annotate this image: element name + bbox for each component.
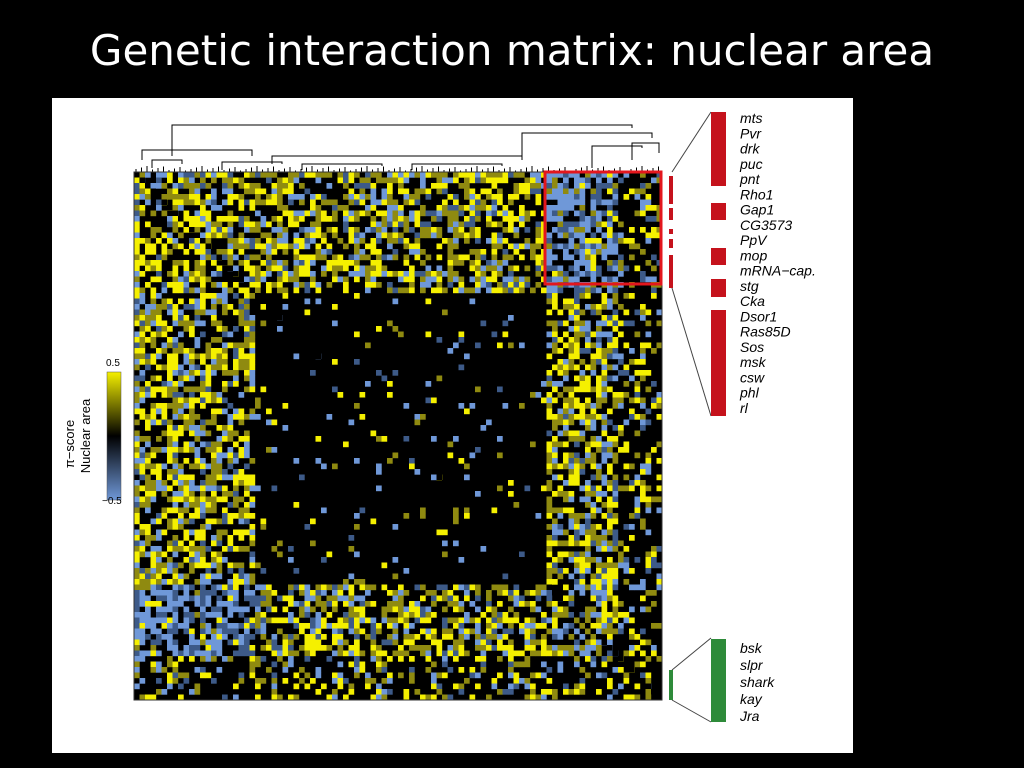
gene-label: Jra [739, 708, 760, 724]
gene-label: phl [739, 385, 760, 401]
gene-label: slpr [740, 657, 764, 673]
colorbar [106, 371, 122, 501]
gene-label: Rho1 [740, 186, 773, 202]
red-cluster-gene-labels: mtsPvrdrkpucpntRho1Gap1CG3573PpVmopmRNA−… [739, 110, 816, 416]
gene-label: mts [740, 110, 763, 126]
gene-label: CG3573 [740, 217, 792, 233]
gene-label: Ras85D [740, 324, 791, 340]
interaction-heatmap [134, 172, 663, 701]
dendrogram [135, 124, 660, 172]
gene-label: PpV [740, 232, 768, 248]
interaction-figure: mtsPvrdrkpucpntRho1Gap1CG3573PpVmopmRNA−… [62, 110, 816, 724]
gene-label: mRNA−cap. [740, 263, 816, 279]
colorbar-max-label: 0.5 [106, 358, 120, 369]
gene-label: drk [740, 141, 760, 157]
gene-label: mop [740, 247, 767, 263]
cluster-connector-lines [671, 111, 712, 723]
gene-label: bsk [740, 640, 763, 656]
gene-label: msk [740, 354, 767, 370]
gene-label: kay [740, 691, 763, 707]
gene-label: puc [739, 156, 763, 172]
gene-label: Gap1 [740, 202, 774, 218]
slide-title: Genetic interaction matrix: nuclear area [89, 26, 935, 75]
figure-panel: mts Pvr drk puc pnt Rho1 Gap1 CG3573 PpV mop mRNA−… [52, 98, 853, 753]
gene-label: stg [740, 278, 759, 294]
heatmap-border [133, 171, 663, 701]
gene-label: rl [740, 400, 749, 416]
colorbar-min-label: −0.5 [102, 496, 122, 507]
gene-label: pnt [739, 171, 761, 187]
gene-label: Dsor1 [740, 308, 777, 324]
colorbar-feature-label: Nuclear area [78, 398, 93, 473]
red-cluster-side-marks [669, 176, 673, 288]
gene-label: Cka [740, 293, 765, 309]
gene-label: shark [740, 674, 775, 690]
green-cluster-side-mark [669, 670, 673, 700]
green-cluster-bar [711, 639, 726, 722]
gene-label: csw [740, 369, 765, 385]
red-cluster-bars [711, 112, 726, 416]
highlighted-module-box [543, 170, 663, 286]
gene-label: Pvr [740, 125, 762, 141]
colorbar-score-label: π−score [62, 420, 77, 468]
gene-label: Sos [740, 339, 764, 355]
